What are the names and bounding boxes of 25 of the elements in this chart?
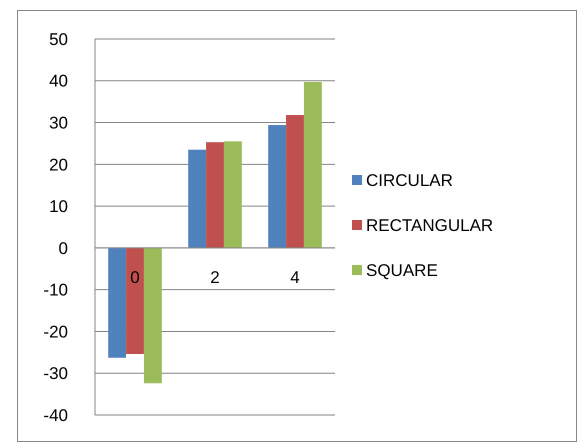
bar (304, 82, 322, 248)
y-tick-label: -10 (43, 280, 68, 300)
legend-label: RECTANGULAR (366, 216, 494, 235)
y-tick-label: 0 (58, 238, 68, 258)
bar (126, 248, 144, 354)
y-tick-label: -40 (43, 406, 68, 425)
bar (286, 115, 304, 248)
y-tick-label: 30 (49, 114, 68, 133)
x-tick-label: 4 (290, 268, 300, 287)
bar (108, 248, 126, 358)
y-tick-label: 10 (49, 197, 68, 216)
bar (224, 141, 242, 248)
y-tick-label: 20 (49, 155, 68, 174)
bar (268, 125, 286, 248)
bar (206, 142, 224, 248)
x-tick-label: 2 (210, 268, 220, 287)
bar (188, 150, 206, 248)
legend-label: CIRCULAR (366, 170, 453, 190)
legend-label: SQUARE (366, 260, 438, 280)
y-tick-label: -30 (43, 364, 68, 384)
y-tick-label: 40 (49, 72, 68, 91)
y-tick-label: 50 (49, 30, 68, 49)
x-tick-label: 0 (130, 268, 140, 287)
bar (144, 248, 162, 384)
y-tick-label: -20 (43, 322, 68, 342)
